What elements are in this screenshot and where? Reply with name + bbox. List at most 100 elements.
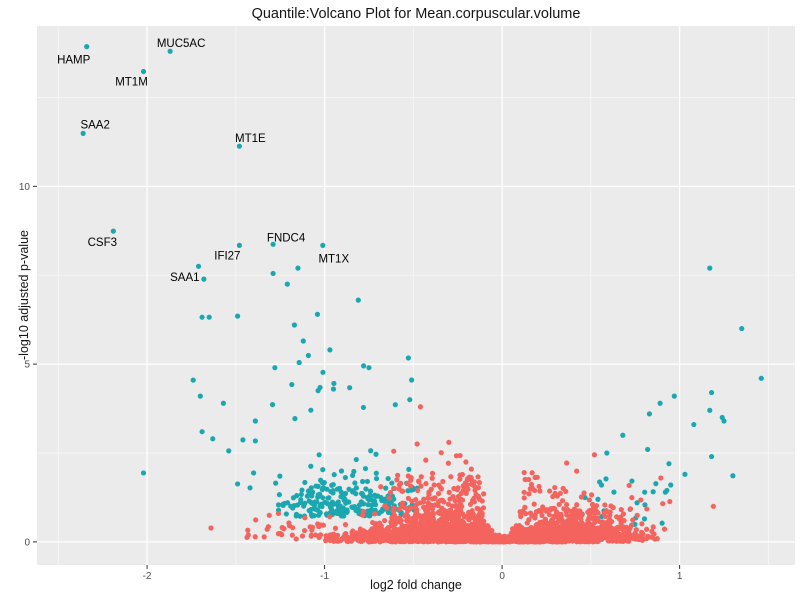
data-point — [721, 418, 727, 424]
data-point — [645, 446, 651, 453]
data-point — [408, 505, 414, 511]
data-point — [541, 534, 547, 540]
data-point — [520, 508, 526, 514]
data-point — [629, 478, 635, 484]
data-point — [556, 517, 562, 524]
data-point — [406, 523, 412, 529]
data-point — [564, 460, 570, 466]
data-point — [308, 463, 314, 469]
data-point — [360, 404, 367, 411]
gene-point-HAMP — [84, 44, 90, 50]
data-point — [240, 437, 246, 443]
data-point — [391, 448, 397, 454]
data-point — [559, 498, 566, 504]
data-point — [197, 393, 203, 399]
data-point — [589, 523, 595, 529]
data-point — [606, 521, 612, 527]
data-point — [457, 476, 463, 482]
data-point — [429, 470, 436, 476]
data-point — [448, 510, 454, 517]
data-point — [475, 526, 481, 532]
data-point — [423, 532, 429, 539]
data-point — [384, 505, 390, 511]
data-point — [436, 534, 442, 540]
data-point — [414, 514, 420, 520]
data-point — [574, 502, 580, 508]
data-point — [620, 527, 627, 533]
data-point — [343, 531, 349, 537]
data-point — [327, 347, 333, 353]
data-point — [275, 531, 282, 537]
data-point — [359, 512, 366, 518]
data-point — [363, 486, 369, 492]
data-point — [488, 537, 495, 544]
data-point — [440, 515, 446, 521]
data-point — [524, 538, 530, 544]
gene-point-MT1E — [236, 143, 242, 149]
data-point — [466, 509, 472, 515]
data-point — [590, 506, 596, 512]
cloud-red-hump-right — [517, 468, 656, 541]
cloud-red-right-sparse — [598, 475, 673, 541]
data-point — [634, 500, 640, 506]
data-point — [305, 352, 311, 359]
data-point — [650, 489, 656, 495]
data-point — [315, 483, 321, 489]
data-point — [429, 475, 435, 481]
data-point — [553, 523, 559, 529]
data-point — [296, 359, 302, 366]
data-point — [245, 532, 251, 538]
data-point — [552, 484, 558, 491]
data-point — [526, 476, 532, 483]
grid-major — [37, 26, 795, 565]
data-point — [366, 365, 372, 371]
data-point — [426, 489, 432, 495]
data-point — [461, 534, 467, 540]
data-point — [320, 369, 326, 375]
data-point — [526, 517, 532, 523]
data-point — [385, 509, 392, 516]
data-point — [299, 533, 306, 539]
data-point — [539, 512, 545, 519]
data-point — [659, 520, 665, 526]
data-point — [430, 510, 436, 516]
data-point — [467, 513, 474, 519]
data-point — [671, 393, 677, 399]
data-point — [564, 501, 570, 508]
data-point — [493, 533, 499, 539]
data-point — [534, 474, 540, 480]
data-point — [568, 533, 575, 539]
data-point — [250, 470, 257, 476]
data-point — [641, 516, 648, 522]
gene-label-MT1E: MT1E — [235, 133, 266, 145]
data-point — [317, 491, 323, 497]
data-point — [593, 526, 599, 532]
data-point — [510, 534, 516, 540]
data-point — [398, 480, 404, 487]
data-point — [318, 477, 324, 483]
data-point — [591, 510, 598, 516]
data-point — [450, 531, 457, 538]
data-point — [455, 510, 462, 516]
data-point — [411, 528, 417, 535]
data-point — [301, 503, 307, 509]
data-point — [448, 474, 454, 480]
data-point — [531, 501, 537, 507]
data-point — [373, 532, 379, 539]
data-point — [320, 495, 326, 501]
data-point — [418, 474, 424, 480]
data-point — [654, 536, 660, 542]
labeled-genes: HAMP MUC5AC MT1M SAA2 MT1E CSF3 FNDC4 IFI27 MT1X… — [57, 38, 349, 284]
data-point — [467, 501, 474, 507]
data-point — [409, 498, 415, 504]
data-point — [550, 493, 556, 500]
data-point — [560, 485, 566, 492]
data-point — [548, 523, 555, 529]
data-point — [440, 478, 446, 485]
data-point — [463, 459, 469, 465]
data-point — [308, 532, 314, 538]
data-point — [638, 497, 644, 503]
data-point — [475, 485, 481, 491]
data-point — [234, 313, 241, 319]
